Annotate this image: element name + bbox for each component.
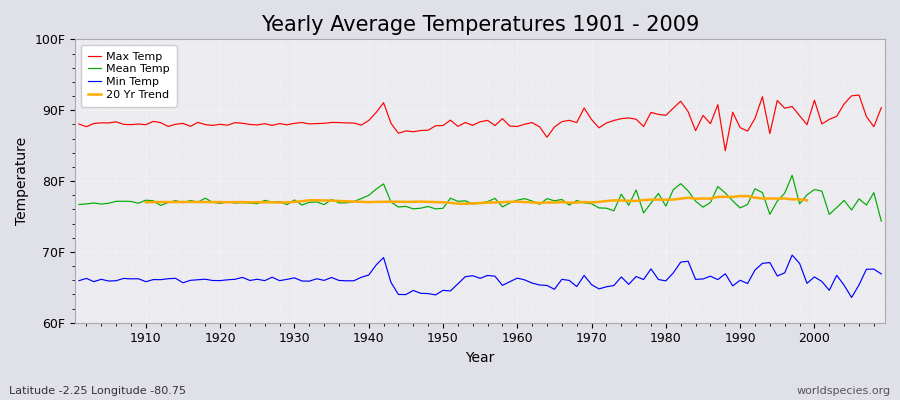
Min Temp bbox=[846, 295, 857, 300]
Min Temp bbox=[133, 276, 144, 281]
Line: 20 Yr Trend: 20 Yr Trend bbox=[146, 196, 807, 204]
Max Temp bbox=[505, 124, 516, 128]
20 Yr Trend bbox=[341, 199, 352, 204]
20 Yr Trend bbox=[608, 198, 619, 203]
Mean Temp bbox=[296, 203, 307, 208]
Min Temp bbox=[601, 284, 612, 289]
Mean Temp bbox=[341, 200, 352, 205]
Max Temp bbox=[876, 105, 886, 110]
Max Temp bbox=[512, 124, 523, 129]
Min Temp bbox=[505, 279, 516, 284]
Max Temp bbox=[720, 148, 731, 153]
Line: Mean Temp: Mean Temp bbox=[79, 175, 881, 221]
Min Temp bbox=[74, 278, 85, 283]
20 Yr Trend bbox=[230, 200, 240, 204]
Max Temp bbox=[601, 120, 612, 125]
Max Temp bbox=[74, 122, 85, 126]
20 Yr Trend bbox=[734, 194, 745, 198]
Title: Yearly Average Temperatures 1901 - 2009: Yearly Average Temperatures 1901 - 2009 bbox=[261, 15, 699, 35]
Min Temp bbox=[876, 272, 886, 276]
Mean Temp bbox=[876, 219, 886, 224]
Mean Temp bbox=[601, 206, 612, 210]
Legend: Max Temp, Mean Temp, Min Temp, 20 Yr Trend: Max Temp, Mean Temp, Min Temp, 20 Yr Tre… bbox=[81, 45, 176, 106]
Max Temp bbox=[296, 120, 307, 125]
Y-axis label: Temperature: Temperature bbox=[15, 137, 29, 225]
Line: Min Temp: Min Temp bbox=[79, 255, 881, 298]
20 Yr Trend bbox=[713, 194, 724, 199]
20 Yr Trend bbox=[460, 201, 471, 206]
Max Temp bbox=[341, 120, 352, 125]
20 Yr Trend bbox=[140, 200, 151, 205]
Mean Temp bbox=[787, 173, 797, 178]
20 Yr Trend bbox=[698, 196, 708, 201]
Mean Temp bbox=[133, 201, 144, 206]
Text: Latitude -2.25 Longitude -80.75: Latitude -2.25 Longitude -80.75 bbox=[9, 386, 186, 396]
Text: worldspecies.org: worldspecies.org bbox=[796, 386, 891, 396]
Min Temp bbox=[341, 278, 352, 283]
Line: Max Temp: Max Temp bbox=[79, 95, 881, 151]
Min Temp bbox=[512, 276, 523, 280]
Min Temp bbox=[787, 253, 797, 258]
X-axis label: Year: Year bbox=[465, 351, 495, 365]
Min Temp bbox=[296, 278, 307, 283]
Mean Temp bbox=[505, 200, 516, 205]
20 Yr Trend bbox=[787, 197, 797, 202]
Max Temp bbox=[133, 122, 144, 126]
20 Yr Trend bbox=[802, 198, 813, 203]
Mean Temp bbox=[74, 202, 85, 207]
Mean Temp bbox=[512, 198, 523, 202]
Max Temp bbox=[853, 93, 864, 98]
